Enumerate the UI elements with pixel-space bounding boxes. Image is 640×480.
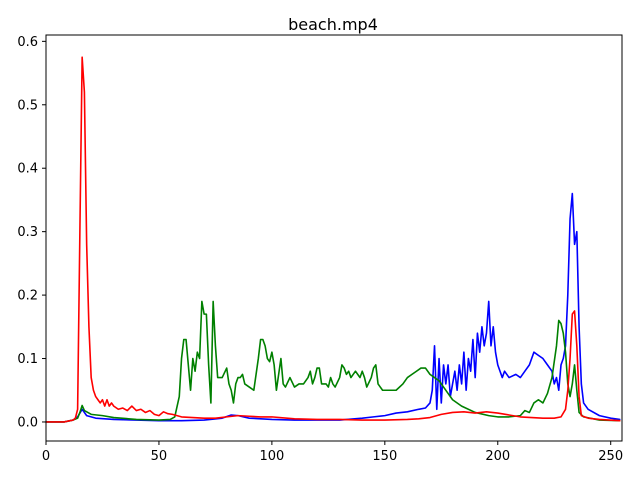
series-line-0 [45,192,621,423]
x-tick-label: 200 [485,449,510,464]
y-tick-label: 0.3 [17,225,38,240]
x-tick-label: 100 [259,449,284,464]
series-line-2 [45,56,621,423]
x-axis-ticks: 0 50 100 150 200 250 [42,441,623,464]
y-tick-label: 0.4 [17,162,38,177]
chart-title: beach.mp4 [288,15,378,34]
x-tick-label: 50 [151,449,168,464]
x-tick-label: 150 [372,449,397,464]
y-tick-label: 0.0 [17,415,38,430]
y-tick-label: 0.2 [17,289,38,304]
x-tick-label: 250 [598,449,623,464]
series-layer [45,56,621,423]
y-tick-label: 0.6 [17,35,38,50]
plot-frame [45,34,623,442]
y-axis-ticks: 0.0 0.1 0.2 0.3 0.4 0.5 0.6 [17,35,46,430]
x-tick-label: 0 [42,449,50,464]
y-tick-label: 0.5 [17,98,38,113]
series-line-1 [45,300,621,423]
y-tick-label: 0.1 [17,352,38,367]
